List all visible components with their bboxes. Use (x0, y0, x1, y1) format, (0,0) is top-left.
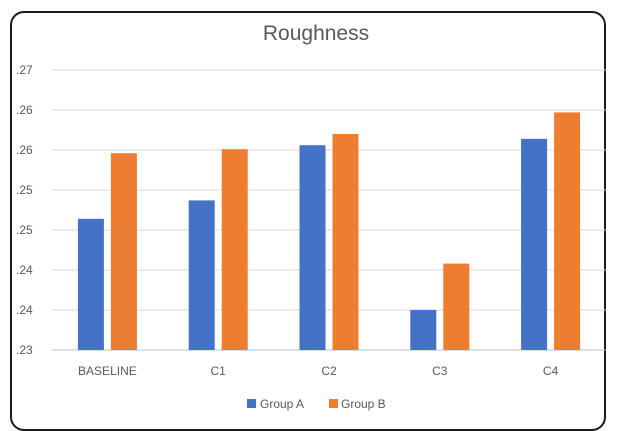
legend-label: Group A (260, 397, 304, 411)
bar-group-b (110, 153, 137, 350)
x-tick-label: BASELINE (78, 364, 137, 378)
x-tick-label: C4 (543, 364, 559, 378)
bar-group-b (554, 112, 581, 351)
x-tick-label: C2 (321, 364, 337, 378)
y-tick-label: .26 (16, 103, 33, 117)
roughness-chart: Roughness .23 .24 .24 .25 .25 .26 .26 .27 BASEL… (16, 22, 606, 411)
legend-label: Group B (341, 397, 386, 411)
y-tick-label: .23 (16, 343, 33, 357)
bar-group-b (443, 263, 470, 350)
bar-group-a (410, 310, 437, 350)
x-tick-label: C1 (211, 364, 227, 378)
bar-group-b (332, 134, 359, 350)
y-tick-label: .24 (16, 263, 33, 277)
bar-group-b (221, 149, 248, 350)
bar-group-a (299, 145, 326, 350)
y-tick-label: .25 (16, 183, 33, 197)
y-tick-label: .27 (16, 63, 33, 77)
chart-title: Roughness (263, 22, 369, 45)
y-tick-label: .25 (16, 223, 33, 237)
bar-group-a (521, 138, 548, 350)
legend-swatch (247, 399, 256, 408)
y-tick-label: .24 (16, 303, 33, 317)
y-tick-label: .26 (16, 143, 33, 157)
x-tick-label: C3 (432, 364, 448, 378)
bar-group-a (77, 218, 104, 350)
bar-group-a (188, 200, 215, 350)
legend-swatch (329, 399, 338, 408)
